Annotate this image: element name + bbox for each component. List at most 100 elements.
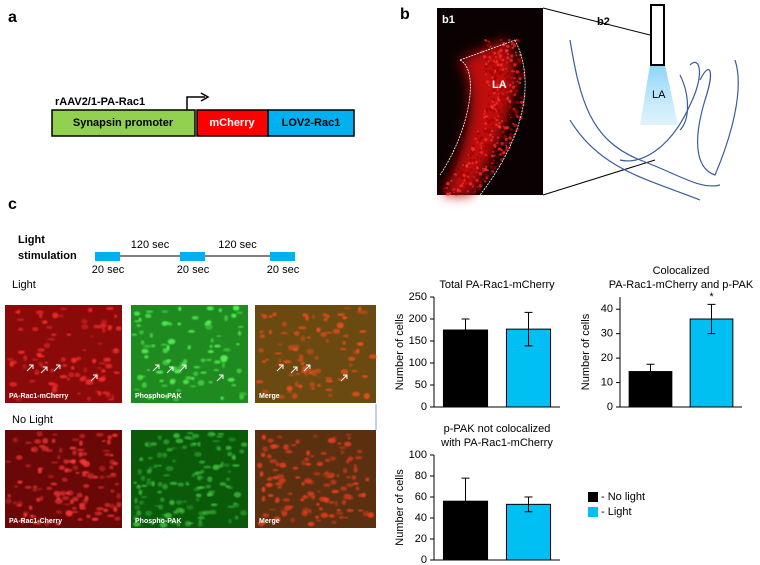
- texture-dot: [511, 84, 514, 86]
- cell-dot: [140, 375, 146, 378]
- texture-dot: [485, 62, 488, 66]
- cell-dot: [353, 464, 357, 467]
- cell-dot: [101, 374, 106, 381]
- texture-dot: [472, 158, 476, 162]
- cell-dot: [14, 485, 18, 488]
- texture-dot: [482, 178, 485, 181]
- cell-dot: [75, 471, 80, 474]
- cell-dot: [98, 342, 103, 346]
- cell-dot: [41, 446, 49, 452]
- cell-dot: [9, 382, 18, 387]
- cell-dot: [341, 499, 347, 505]
- cell-dot: [197, 516, 205, 520]
- texture-dot: [512, 123, 517, 127]
- cell-dot: [108, 324, 113, 330]
- texture-dot: [519, 116, 523, 120]
- cell-dot: [133, 388, 140, 391]
- cell-dot: [336, 511, 344, 516]
- texture-dot: [496, 66, 499, 70]
- cell-dot: [368, 354, 377, 359]
- cell-dot: [76, 448, 85, 452]
- legend-label: - Light: [601, 506, 632, 518]
- texture-dot: [453, 174, 456, 177]
- cell-dot: [313, 471, 321, 476]
- cell-dot: [261, 434, 267, 440]
- texture-dot: [495, 139, 499, 143]
- cell-dot: [217, 432, 225, 436]
- cell-dot: [50, 461, 59, 464]
- cell-dot: [337, 442, 342, 445]
- texture-dot: [497, 156, 499, 159]
- cell-dot: [36, 431, 43, 437]
- cell-dot: [342, 340, 346, 345]
- cell-dot: [356, 449, 363, 454]
- cell-dot: [208, 380, 213, 384]
- cell-dot: [97, 366, 102, 370]
- cell-dot: [36, 497, 41, 502]
- texture-dot: [501, 68, 505, 72]
- cell-dot: [218, 308, 222, 313]
- chart-title: Total PA-Rac1-mCherry: [439, 279, 555, 291]
- cell-dot: [133, 311, 141, 316]
- cell-dot: [340, 450, 345, 455]
- image-label: PA-Rac1-Cherry: [9, 518, 62, 525]
- cell-dot: [365, 477, 370, 482]
- cell-dot: [336, 508, 341, 512]
- cell-dot: [311, 314, 316, 319]
- cell-dot: [106, 514, 115, 518]
- cell-dot: [7, 493, 11, 498]
- cell-dot: [267, 438, 274, 443]
- element-label: Synapsin promoter: [73, 117, 174, 129]
- texture-dot: [444, 190, 447, 194]
- cell-dot: [220, 355, 228, 362]
- cell-dot: [318, 507, 324, 511]
- cell-dot: [24, 441, 32, 445]
- cell-dot: [5, 498, 12, 504]
- interval-label: 120 sec: [131, 239, 170, 251]
- cell-dot: [297, 359, 304, 362]
- cell-dot: [47, 337, 56, 341]
- element-label: mCherry: [209, 117, 255, 129]
- cell-dot: [232, 503, 240, 508]
- texture-dot: [491, 129, 494, 133]
- cell-dot: [66, 490, 74, 496]
- texture-dot: [478, 138, 482, 142]
- cell-dot: [65, 510, 73, 517]
- texture-dot: [517, 59, 521, 64]
- cell-dot: [259, 330, 264, 334]
- texture-dot: [487, 143, 491, 147]
- cell-dot: [361, 310, 369, 315]
- texture-dot: [456, 167, 461, 171]
- texture-dot: [476, 141, 479, 144]
- cell-dot: [277, 435, 283, 439]
- error-bar: [524, 496, 533, 513]
- texture-dot: [479, 136, 484, 140]
- texture-dot: [508, 38, 511, 42]
- cell-dot: [23, 355, 28, 361]
- texture-dot: [484, 147, 487, 150]
- texture-dot: [514, 51, 518, 54]
- cell-dot: [328, 514, 334, 517]
- pulse-label: 20 sec: [92, 264, 125, 276]
- cell-dot: [106, 474, 112, 479]
- texture-dot: [503, 54, 506, 57]
- cell-dot: [167, 338, 176, 345]
- texture-dot: [498, 54, 502, 58]
- cell-dot: [227, 377, 235, 382]
- texture-dot: [490, 52, 494, 56]
- texture-dot: [506, 109, 509, 112]
- texture-dot: [504, 140, 508, 145]
- texture-dot: [491, 65, 494, 68]
- cell-dot: [141, 484, 148, 488]
- texture-dot: [483, 129, 487, 134]
- texture-dot: [493, 80, 496, 83]
- cell-dot: [295, 372, 301, 375]
- texture-dot: [512, 44, 517, 48]
- cell-dot: [62, 496, 70, 501]
- interval-label: 120 sec: [218, 239, 257, 251]
- cell-dot: [138, 500, 145, 505]
- cell-dot: [136, 510, 142, 516]
- cell-dot: [136, 324, 142, 328]
- cell-dot: [295, 439, 300, 444]
- texture-dot: [495, 118, 499, 122]
